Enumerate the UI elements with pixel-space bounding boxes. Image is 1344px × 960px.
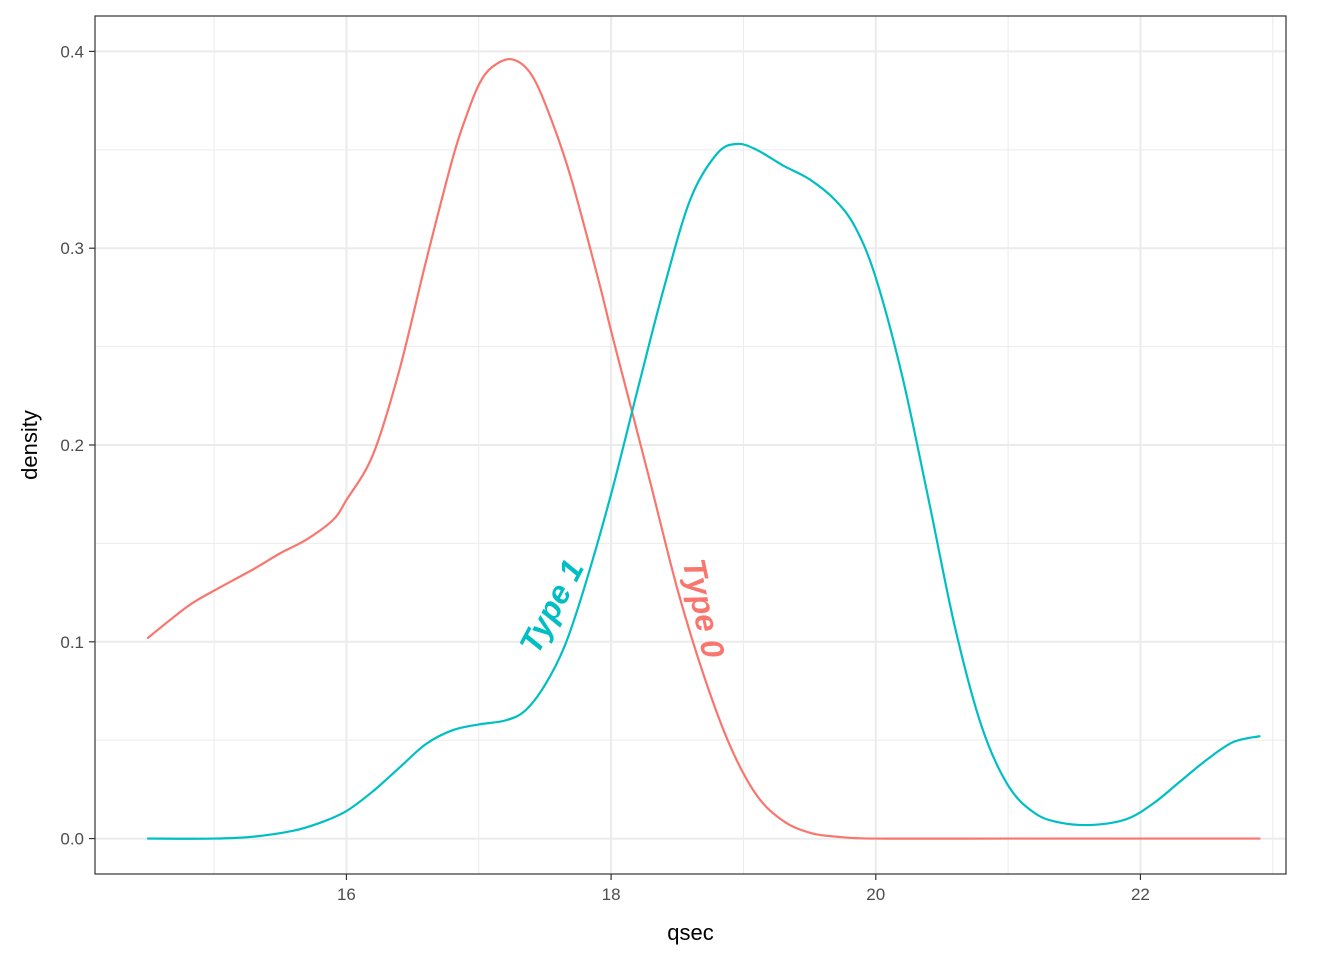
x-axis: 16 18 20 22 <box>337 874 1150 904</box>
y-tick-label-0: 0.0 <box>60 830 84 849</box>
x-tick-label-1: 18 <box>602 885 621 904</box>
series-line-type-0 <box>146 57 1261 840</box>
major-gridlines <box>95 16 1286 874</box>
series-lines <box>146 57 1261 840</box>
x-tick-label-2: 20 <box>866 885 885 904</box>
series-label-type-0: Type 0 <box>676 556 732 662</box>
x-tick-label-0: 16 <box>337 885 356 904</box>
y-tick-label-1: 0.1 <box>60 633 84 652</box>
y-tick-label-4: 0.4 <box>60 42 84 61</box>
y-axis-title: density <box>17 410 42 480</box>
series-line-type-1 <box>146 142 1261 840</box>
y-tick-label-2: 0.2 <box>60 436 84 455</box>
y-tick-label-3: 0.3 <box>60 239 84 258</box>
x-tick-label-3: 22 <box>1131 885 1150 904</box>
x-axis-title: qsec <box>667 920 713 945</box>
y-axis: 0.0 0.1 0.2 0.3 0.4 <box>60 42 95 849</box>
